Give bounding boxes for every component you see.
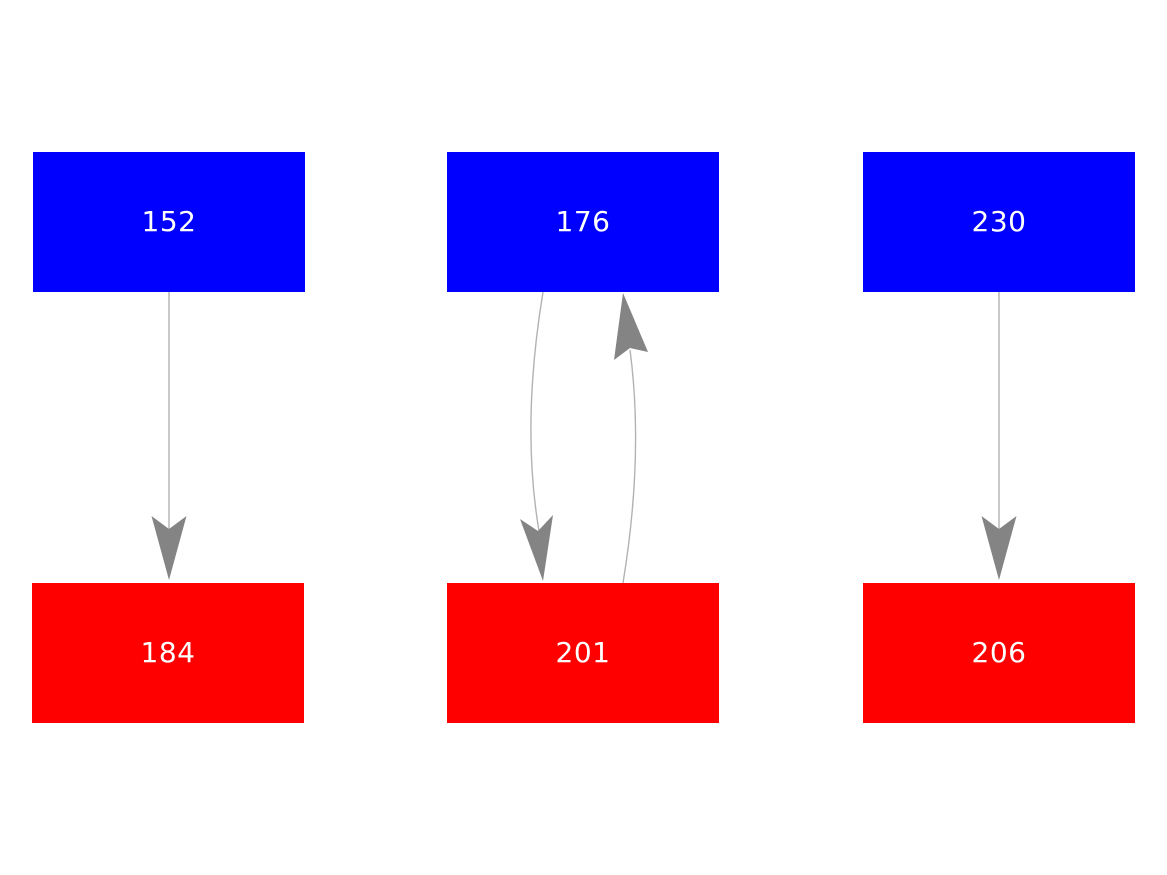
node-230: 230 — [863, 152, 1135, 292]
node-206: 206 — [863, 583, 1135, 723]
edge-152-184 — [151, 292, 187, 580]
node-201: 201 — [447, 583, 719, 723]
node-label: 152 — [141, 205, 197, 238]
arrowhead-down-icon — [981, 516, 1017, 580]
node-label: 206 — [971, 636, 1027, 669]
arrowhead-up-icon — [614, 293, 648, 360]
node-label: 201 — [555, 636, 611, 669]
node-152: 152 — [33, 152, 305, 292]
node-176: 176 — [447, 152, 719, 292]
node-label: 230 — [971, 205, 1027, 238]
edge-176-201 — [520, 291, 553, 581]
node-184: 184 — [32, 583, 304, 723]
edge-230-206 — [981, 292, 1017, 580]
arrowhead-down-icon — [151, 516, 187, 580]
edge-line — [530, 291, 544, 532]
edge-line — [622, 349, 637, 584]
node-label: 176 — [555, 205, 611, 238]
node-label: 184 — [140, 636, 196, 669]
edge-201-176 — [614, 293, 648, 584]
arrowhead-down-icon — [520, 515, 553, 581]
